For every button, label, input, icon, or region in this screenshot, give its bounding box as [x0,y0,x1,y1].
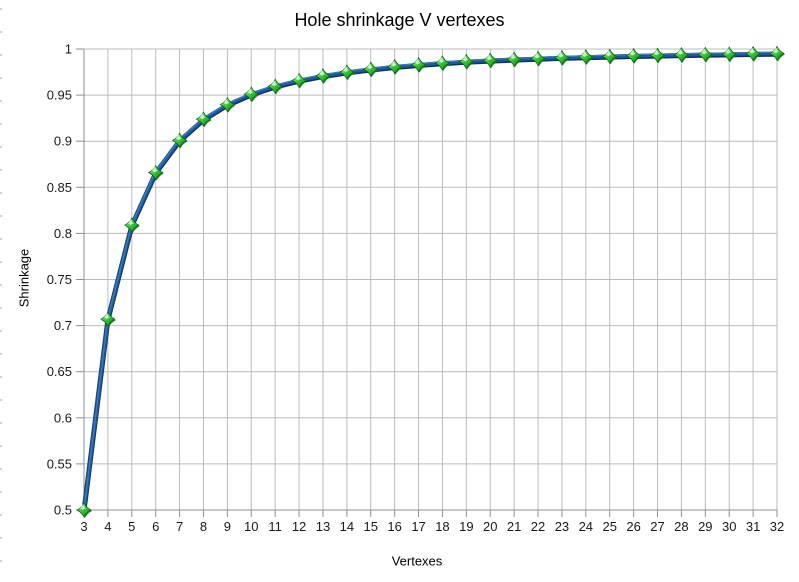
x-tick-label: 17 [411,519,425,534]
x-tick-label: 32 [770,519,784,534]
x-tick-label: 18 [435,519,449,534]
data-point-marker-24 [578,49,594,65]
data-point-marker-20 [482,52,499,69]
x-tick-label: 3 [80,519,87,534]
x-tick-label: 10 [244,519,258,534]
data-point-marker-29 [697,46,714,63]
data-point-marker-5 [124,217,140,234]
x-tick-label: 7 [176,519,183,534]
y-tick-label: 0.75 [47,272,72,287]
x-axis-title: Vertexes [391,553,443,569]
data-point-marker-10 [243,86,260,103]
x-tick-label: 27 [650,519,664,534]
y-tick-label: 0.7 [54,318,72,333]
y-axis-title: Shrinkage [16,248,32,308]
x-tick-label: 31 [746,519,760,534]
data-point-marker-23 [554,49,570,66]
data-point-marker-11 [267,78,284,95]
data-point-marker-22 [530,50,546,67]
data-point-marker-7 [171,132,188,149]
gridlines [83,48,778,511]
x-tick-label: 11 [268,519,282,534]
x-tick-label: 19 [459,519,473,534]
x-tick-label: 15 [364,519,378,534]
x-tick-label: 25 [602,519,616,534]
series-line [81,51,780,514]
y-tick-label: 0.6 [54,410,72,425]
axes [76,48,778,517]
x-tick-label: 29 [698,519,712,534]
data-point-marker-19 [458,53,475,70]
left-edge-tick-artifact [0,8,2,578]
data-point-marker-3 [76,502,92,519]
data-point-marker-6 [147,164,164,181]
x-tick-label: 23 [555,519,569,534]
x-tick-label: 13 [316,519,330,534]
chart-title: Hole shrinkage V vertexes [294,10,505,30]
data-point-marker-15 [363,61,379,78]
x-tick-label: 8 [200,519,207,534]
data-point-marker-13 [315,68,331,84]
x-tick-label: 12 [292,519,306,534]
data-point-marker-12 [291,72,307,89]
y-tick-label: 0.85 [47,180,72,195]
data-point-marker-4 [100,311,116,328]
x-tick-label: 28 [674,519,688,534]
series-markers [76,45,785,519]
x-tick-label: 21 [507,519,521,534]
data-point-marker-25 [601,48,618,65]
x-tick-label: 4 [104,519,111,534]
data-point-marker-32 [769,45,785,62]
y-tick-label: 0.65 [47,364,72,379]
data-point-marker-28 [673,47,690,63]
y-tick-label: 0.95 [47,88,72,103]
x-tick-label: 9 [224,519,231,534]
data-point-marker-8 [195,111,212,128]
data-point-marker-21 [506,51,522,68]
data-point-marker-16 [386,58,403,75]
data-point-marker-17 [410,56,427,73]
x-tick-label: 5 [128,519,135,534]
x-tick-label: 14 [340,519,354,534]
x-tick-label: 6 [152,519,159,534]
x-tick-label: 20 [483,519,497,534]
data-point-marker-31 [745,45,761,62]
x-tick-label: 30 [722,519,736,534]
x-tick-label: 16 [387,519,401,534]
data-point-marker-27 [649,47,666,64]
x-tick-label: 22 [531,519,545,534]
y-tick-label: 0.9 [54,134,72,149]
data-point-marker-26 [625,47,642,64]
x-tick-label: 26 [626,519,640,534]
y-tick-label: 0.8 [54,226,72,241]
data-point-marker-18 [434,55,451,72]
data-point-marker-14 [339,64,355,81]
x-tick-labels: 3 4 5 6 7 8 9 10 11 12 13 14 15 16 17 18 19 20 21 22 23 24 25 2… [80,519,784,534]
data-point-marker-30 [721,46,738,63]
y-tick-label: 0.55 [47,456,72,471]
x-tick-label: 24 [579,519,593,534]
y-tick-label: 1 [65,42,72,57]
data-point-marker-9 [219,96,236,113]
y-tick-label: 0.5 [54,503,72,518]
y-tick-labels: 0.5 0.55 0.6 0.65 0.7 0.75 0.8 0.85 0.9 0.95 1 [47,42,72,518]
